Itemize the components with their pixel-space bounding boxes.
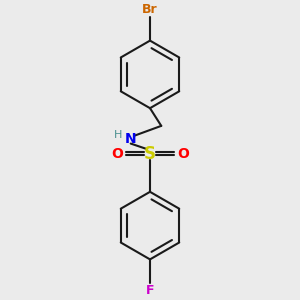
Text: F: F (146, 284, 154, 297)
Text: H: H (114, 130, 122, 140)
Text: N: N (125, 132, 136, 146)
Text: Br: Br (142, 3, 158, 16)
Text: O: O (111, 147, 123, 161)
Text: O: O (177, 147, 189, 161)
Text: S: S (144, 145, 156, 163)
